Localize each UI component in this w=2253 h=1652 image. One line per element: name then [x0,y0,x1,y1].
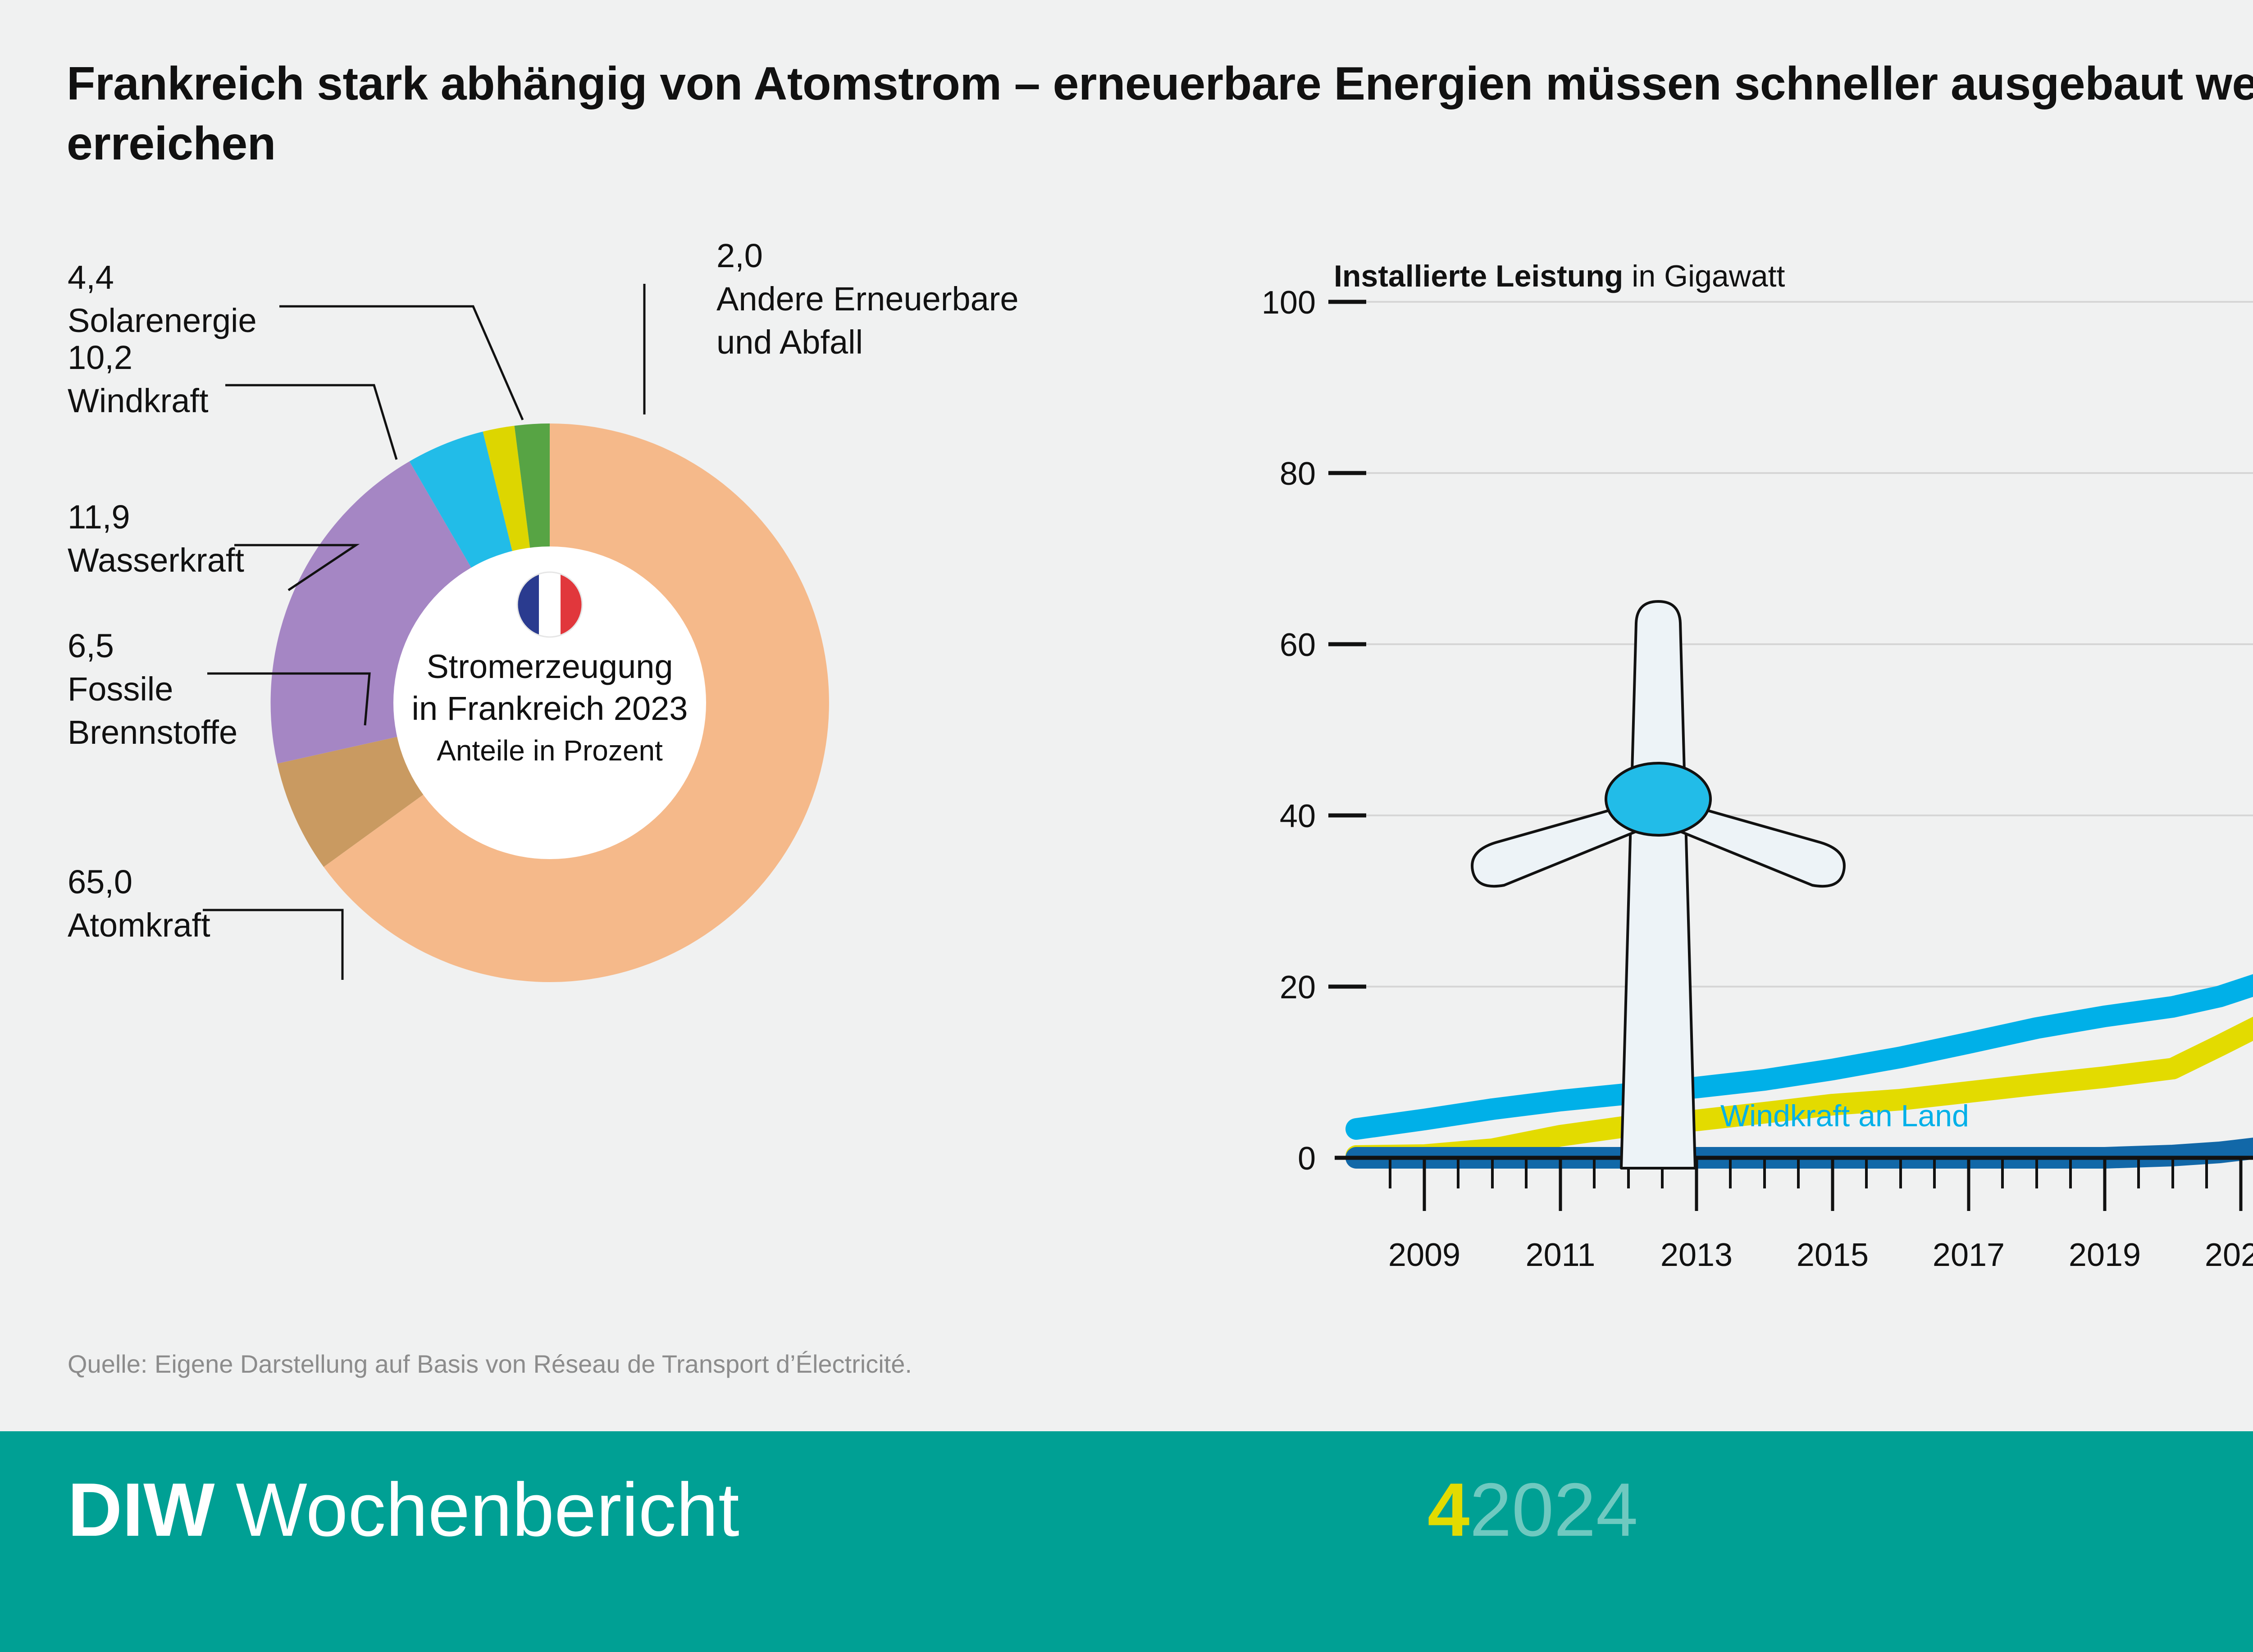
chart-axis-title-bold: Installierte Leistung [1334,259,1624,293]
pie-label-fossile: 6,5 Fossile Brennstoffe [68,624,237,755]
pie-name-solarenergie: Solarenergie [68,302,257,340]
pie-slice-windkraft [409,432,513,569]
wind-turbine-onshore-icon [1471,600,1846,1170]
pie-name-fossile: Fossile [68,670,173,708]
pie-slice-wasserkraft [270,461,472,764]
x-axis: 2009 2011 2013 2015 2017 2019 2021 2023 … [1335,1156,2253,1273]
pie-label-atomkraft: 65,0 Atomkraft [68,860,210,947]
y-tick-20: 20 [1280,969,1316,1006]
pie-value-solarenergie: 4,4 [68,259,114,296]
pie-value-wasserkraft: 11,9 [68,498,130,536]
y-tick-0: 0 [1298,1141,1316,1177]
pie-slice-fossile [277,737,424,867]
donut-center-line2: in Frankreich 2023 [412,690,688,727]
leader-lines [203,284,646,980]
source-note: Quelle: Eigene Darstellung auf Basis von… [68,1350,912,1378]
pie-label-wasserkraft: 11,9 Wasserkraft [68,496,244,582]
y-tick-40: 40 [1280,798,1316,834]
x-major-ticks [1423,1159,2243,1211]
pie-value-atomkraft: 65,0 [68,863,133,901]
series-line-windkraft-land [1345,974,2253,1140]
pie-name-atomkraft: Atomkraft [68,906,210,944]
pie-name-wasserkraft: Wasserkraft [68,542,244,579]
france-flag-icon [516,571,583,638]
pie-slice-atomkraft [324,423,829,982]
x-tick-2017: 2017 [1933,1237,2005,1273]
x-tick-2019: 2019 [2069,1237,2141,1273]
pie-slice-solarenergie [483,426,530,552]
x-tick-2021: 2021 [2205,1237,2253,1273]
series-label-windkraft-land: Windkraft an Land [1720,1099,1969,1133]
y-axis: 100 80 60 40 20 0 [1262,285,1366,1177]
x-tick-2009: 2009 [1388,1237,1460,1273]
chart-axis-title-rest: in Gigawatt [1623,259,1785,293]
pie-value-fossile: 6,5 [68,627,114,664]
pie-name-andere-2: und Abfall [716,323,863,361]
line-chart-panel: 100 80 60 40 20 0 [1208,252,2253,1297]
pie-name-andere: Andere Erneuerbare [716,280,1019,318]
donut-center-line3: Anteile in Prozent [437,734,663,767]
pie-value-windkraft: 10,2 [68,339,133,376]
line-chart-svg: 100 80 60 40 20 0 [1262,285,2253,1273]
x-tick-2013: 2013 [1660,1237,1733,1273]
donut-chart-svg: Stromerzeugung in Frankreich 2023 Anteil… [203,284,829,982]
issue-info: 42024 [1428,1466,1638,1553]
pie-name-fossile-2: Brennstoffe [68,714,238,751]
x-tick-2011: 2011 [1526,1237,1596,1273]
donut-hole [393,546,706,859]
publication-brand: DIW [68,1467,215,1552]
donut-center-line1: Stromerzeugung [426,648,673,685]
series-line-photovoltaik [1345,1016,2253,1167]
pie-value-andere: 2,0 [716,237,763,274]
y-tick-80: 80 [1280,456,1316,492]
pie-slice-andere [514,423,550,549]
chart-axis-title: Installierte Leistung in Gigawatt [1334,259,1785,294]
issue-number: 4 [1428,1467,1470,1552]
issue-year: 2024 [1469,1467,1638,1552]
pie-name-windkraft: Windkraft [68,382,209,420]
publication-title: DIW Wochenbericht [68,1466,739,1553]
pie-label-windkraft: 10,2 Windkraft [68,336,209,423]
x-tick-2015: 2015 [1797,1237,1869,1273]
publication-name: Wochenbericht [214,1467,739,1552]
y-tick-100: 100 [1262,285,1316,321]
pie-label-solarenergie: 4,4 Solarenergie [68,256,257,342]
page-title: Frankreich stark abhängig von Atomstrom … [67,58,2253,170]
donut-chart-panel: Stromerzeugung in Frankreich 2023 Anteil… [0,234,1217,1293]
pie-label-andere: 2,0 Andere Erneuerbare und Abfall [716,234,1019,364]
footer-bar: DIW Wochenbericht 42024 DIW BERLIN [0,1431,2253,1652]
y-tick-60: 60 [1280,627,1316,663]
